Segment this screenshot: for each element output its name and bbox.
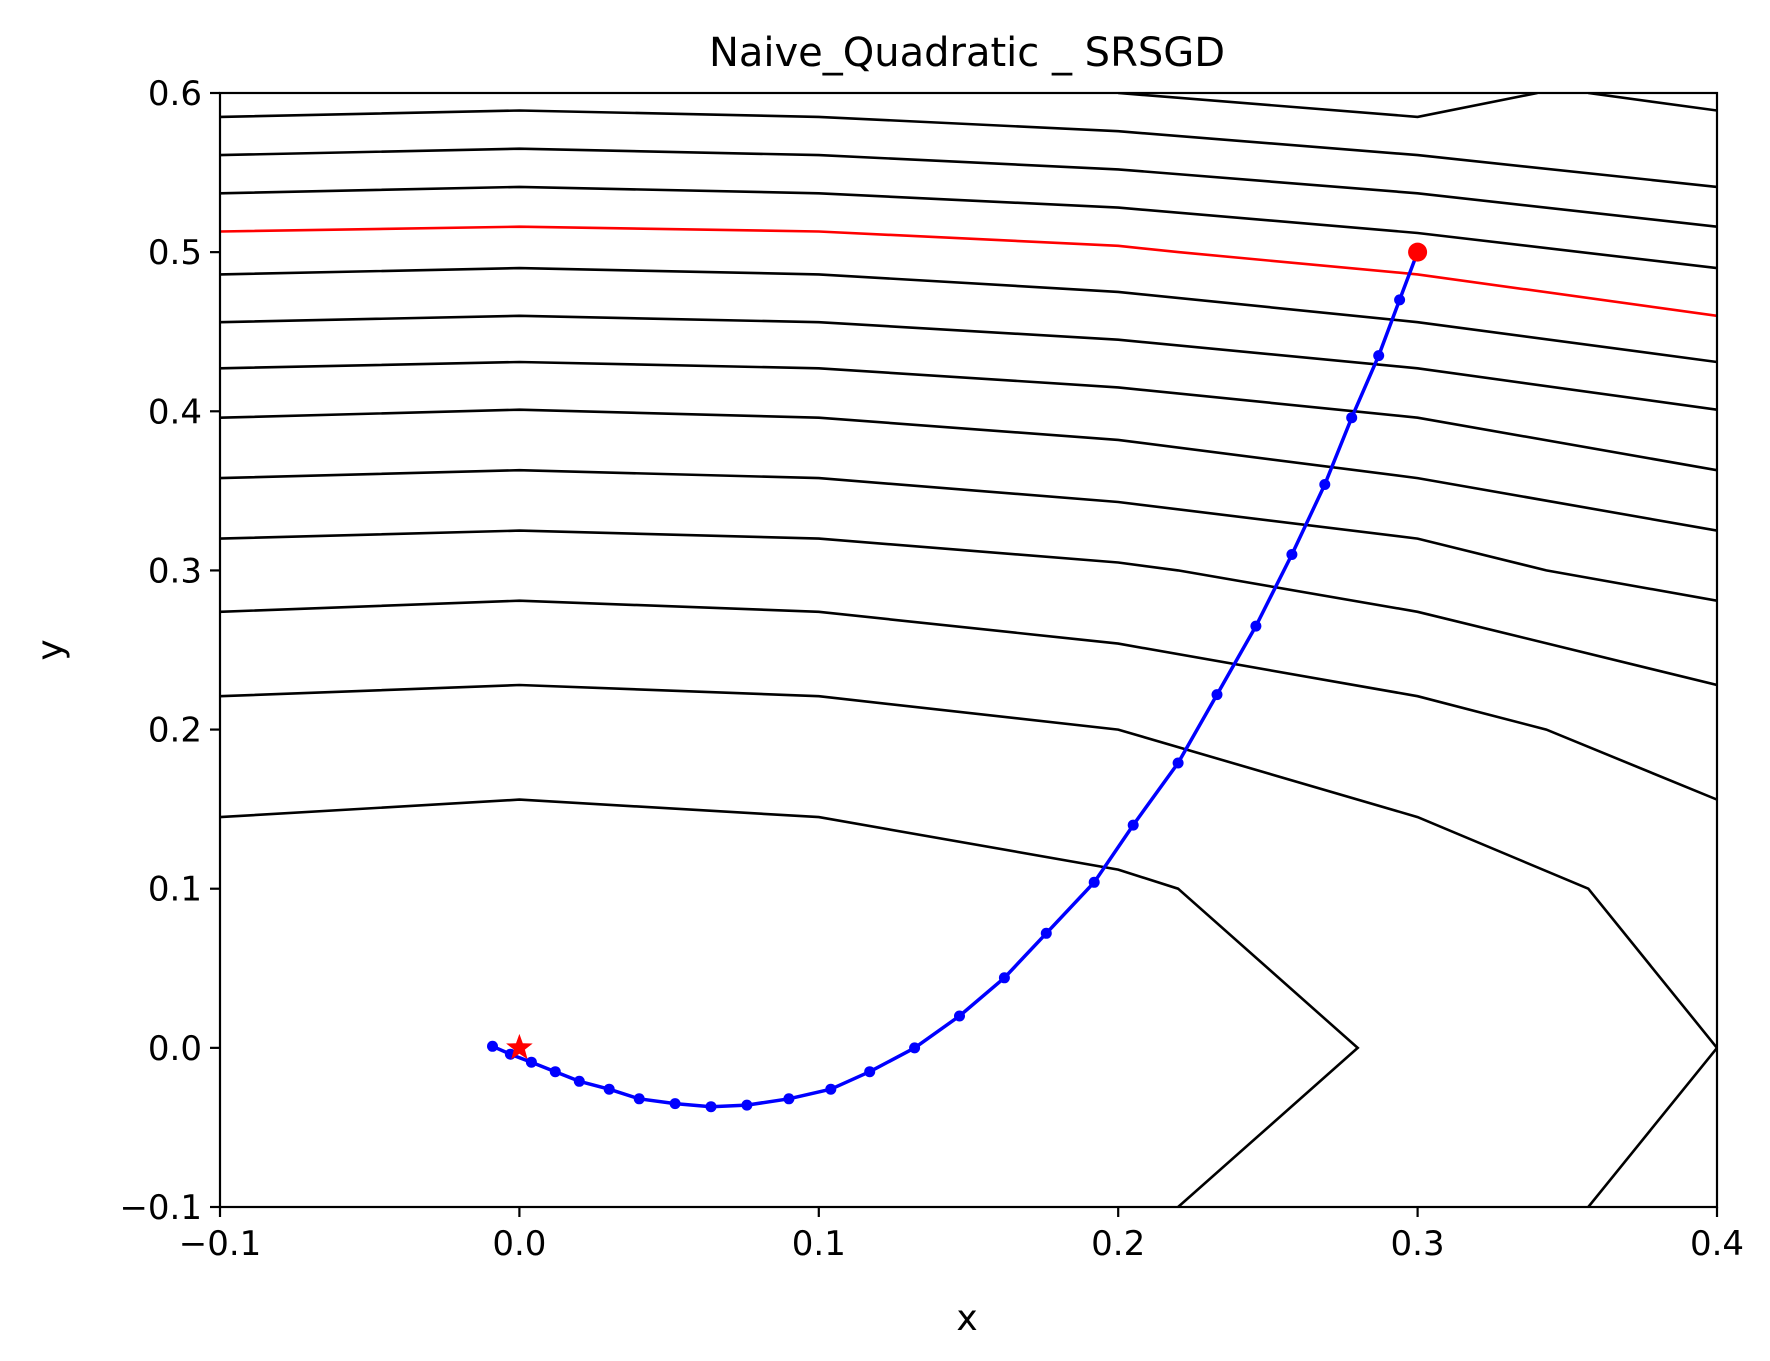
contour-lines bbox=[220, 93, 1717, 1207]
contour-line-12 bbox=[220, 109, 1717, 189]
path-point-18 bbox=[783, 1093, 795, 1105]
path-point-9 bbox=[1172, 757, 1184, 769]
y-tick-label: 0.2 bbox=[148, 711, 202, 751]
y-tick-label: 0.6 bbox=[148, 74, 202, 114]
highlight-contour-line bbox=[220, 225, 1717, 318]
y-tick-label: 0.0 bbox=[148, 1029, 202, 1069]
path-line bbox=[491, 251, 1420, 1109]
plot-frame bbox=[218, 91, 1719, 1209]
x-tick-label: −0.1 bbox=[179, 1224, 262, 1264]
optimizer-path bbox=[487, 246, 1424, 1113]
x-tick-label: 0.4 bbox=[1690, 1224, 1744, 1264]
contour-line-13 bbox=[1118, 93, 1538, 119]
x-tick-label: 0.0 bbox=[492, 1224, 546, 1264]
chart-title: Naive_Quadratic _ SRSGD bbox=[709, 30, 1225, 76]
path-point-3 bbox=[1373, 350, 1385, 362]
path-point-12 bbox=[1040, 927, 1052, 939]
y-tick-label: −0.1 bbox=[119, 1188, 202, 1228]
y-axis-label: y bbox=[30, 639, 71, 660]
optimum-star-marker bbox=[506, 1033, 533, 1060]
contour-line-3 bbox=[220, 599, 1717, 801]
path-point-15 bbox=[909, 1042, 921, 1054]
path-point-19 bbox=[741, 1099, 753, 1111]
contour-line-1 bbox=[220, 798, 1360, 1207]
path-point-24 bbox=[573, 1075, 585, 1087]
contour-line-9 bbox=[220, 266, 1717, 364]
y-axis-ticks: −0.1 0.0 0.1 0.2 0.3 0.4 0.5 0.6 bbox=[119, 74, 220, 1228]
contour-line-6 bbox=[220, 408, 1717, 532]
y-tick-label: 0.3 bbox=[148, 551, 202, 591]
path-point-25 bbox=[549, 1066, 561, 1078]
path-point-4 bbox=[1346, 412, 1358, 424]
path-point-26 bbox=[525, 1056, 537, 1068]
path-point-7 bbox=[1250, 620, 1262, 632]
x-axis-ticks: −0.1 0.0 0.1 0.2 0.3 0.4 bbox=[179, 1207, 1744, 1264]
path-point-6 bbox=[1286, 549, 1298, 560]
path-point-22 bbox=[633, 1093, 645, 1105]
path-point-14 bbox=[954, 1010, 965, 1022]
contour-line-7 bbox=[220, 360, 1717, 472]
path-point-23 bbox=[603, 1083, 615, 1095]
path-point-13 bbox=[998, 972, 1010, 984]
path-point-21 bbox=[669, 1098, 681, 1110]
contour-line-11 bbox=[220, 147, 1717, 228]
x-tick-label: 0.1 bbox=[792, 1224, 846, 1264]
contour-line-10 bbox=[220, 185, 1717, 270]
contour-line-8 bbox=[220, 314, 1717, 411]
y-tick-label: 0.4 bbox=[148, 392, 202, 432]
path-point-8 bbox=[1211, 689, 1223, 701]
path-point-28 bbox=[487, 1040, 498, 1052]
path-point-20 bbox=[705, 1101, 717, 1113]
x-tick-label: 0.2 bbox=[1091, 1224, 1145, 1264]
contour-line-5 bbox=[220, 468, 1717, 602]
contour-line-14 bbox=[1588, 93, 1717, 112]
path-point-5 bbox=[1319, 479, 1331, 490]
start-point-marker bbox=[1408, 242, 1428, 262]
y-tick-label: 0.5 bbox=[148, 233, 202, 273]
path-point-10 bbox=[1127, 819, 1139, 831]
y-tick-label: 0.1 bbox=[148, 870, 202, 910]
path-point-16 bbox=[864, 1066, 876, 1078]
x-tick-label: 0.3 bbox=[1391, 1224, 1445, 1264]
contour-line-2 bbox=[220, 683, 1717, 1207]
path-point-11 bbox=[1088, 876, 1100, 888]
point-markers bbox=[506, 242, 1428, 1060]
contour-line-4 bbox=[220, 529, 1717, 687]
x-axis-label: x bbox=[956, 1298, 977, 1339]
path-point-17 bbox=[825, 1083, 837, 1095]
path-point-2 bbox=[1394, 294, 1406, 306]
